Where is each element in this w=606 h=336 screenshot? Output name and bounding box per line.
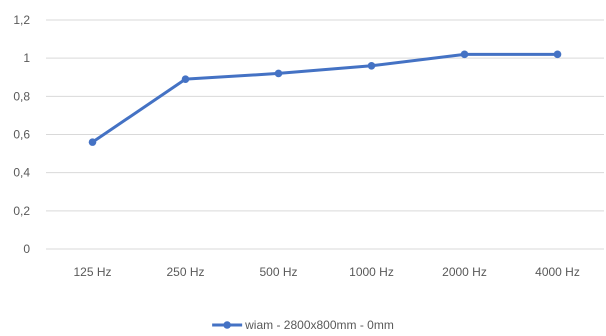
- data-point: [460, 50, 469, 59]
- data-point: [181, 75, 190, 83]
- gridlines: [46, 19, 604, 250]
- legend-label: wiam - 2800x800mm - 0mm: [244, 318, 394, 332]
- y-tick-label: 0,4: [13, 166, 30, 180]
- x-tick-label: 500 Hz: [259, 265, 297, 279]
- x-tick-label: 4000 Hz: [535, 265, 580, 279]
- y-tick-label: 1: [23, 51, 30, 65]
- data-point: [88, 138, 97, 146]
- series-lines: [88, 50, 562, 146]
- x-axis-tick-labels: 125 Hz 250 Hz 500 Hz 1000 Hz 2000 Hz 4000 Hz: [73, 265, 579, 279]
- data-point: [367, 62, 376, 70]
- legend: wiam - 2800x800mm - 0mm: [212, 318, 394, 332]
- y-tick-label: 0,2: [13, 204, 30, 218]
- x-tick-label: 125 Hz: [73, 265, 111, 279]
- legend-point-marker: [223, 321, 231, 329]
- y-axis-tick-labels: 0 0,2 0,4 0,6 0,8 1 1,2: [13, 13, 30, 256]
- x-tick-label: 1000 Hz: [349, 265, 394, 279]
- x-tick-label: 250 Hz: [166, 265, 204, 279]
- series-line: [91, 52, 559, 144]
- y-tick-label: 1,2: [13, 13, 30, 27]
- data-point: [553, 50, 562, 59]
- y-tick-label: 0,6: [13, 128, 30, 142]
- x-tick-label: 2000 Hz: [442, 265, 487, 279]
- y-tick-label: 0,8: [13, 89, 30, 103]
- y-tick-label: 0: [23, 242, 30, 256]
- data-point: [274, 69, 283, 78]
